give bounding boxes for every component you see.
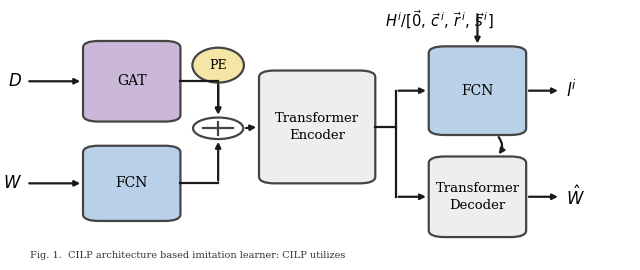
Text: FCN: FCN [116,176,148,190]
FancyBboxPatch shape [429,157,526,237]
Ellipse shape [193,48,244,83]
FancyBboxPatch shape [83,146,180,221]
Text: $H^i/[\vec{0},\,\vec{c}^{\,i},\,\vec{r}^{\,i},\,\vec{s}^{\,i}]$: $H^i/[\vec{0},\,\vec{c}^{\,i},\,\vec{r}^… [385,8,493,31]
Circle shape [193,117,243,139]
Text: $W$: $W$ [3,175,22,192]
FancyBboxPatch shape [429,46,526,135]
Text: Fig. 1.  CILP architecture based imitation learner: CILP utilizes: Fig. 1. CILP architecture based imitatio… [29,251,345,260]
Text: FCN: FCN [461,84,493,98]
Text: GAT: GAT [117,74,147,88]
Text: PE: PE [209,59,227,72]
FancyBboxPatch shape [83,41,180,122]
Text: $\hat{W}$: $\hat{W}$ [566,185,585,208]
Text: Transformer
Encoder: Transformer Encoder [275,112,359,142]
Text: $l^i$: $l^i$ [566,80,577,101]
Text: Transformer
Decoder: Transformer Decoder [435,182,520,212]
FancyBboxPatch shape [259,70,375,183]
Text: $D$: $D$ [8,73,22,90]
